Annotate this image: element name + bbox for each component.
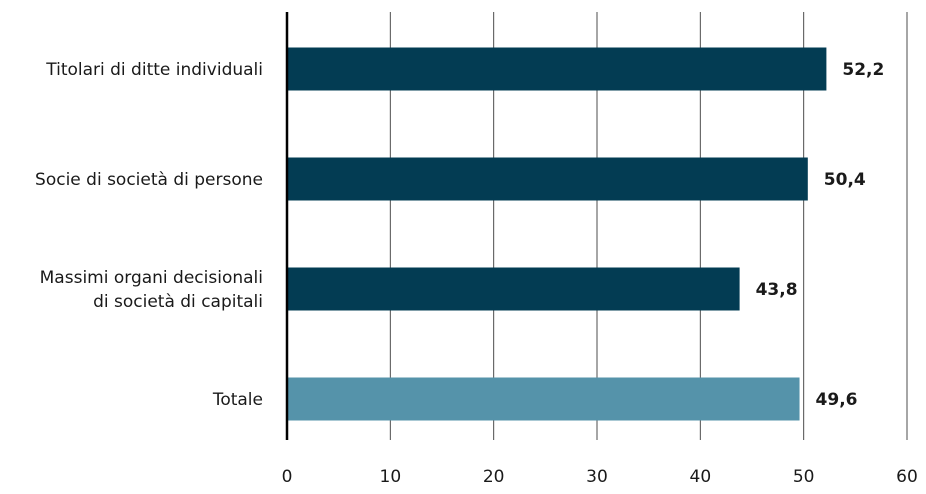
bar-3 [287, 377, 800, 421]
value-label-1: 50,4 [824, 170, 866, 190]
category-label-3: Totale [212, 390, 263, 410]
category-label-1: Socie di società di persone [35, 170, 263, 190]
category-labels: Titolari di ditte individuali Socie di so… [35, 60, 263, 410]
x-tick-label-10: 10 [380, 467, 402, 487]
value-label-0: 52,2 [842, 60, 884, 80]
bar-1 [287, 157, 808, 201]
value-label-2: 43,8 [756, 280, 798, 300]
category-label-2-line-1: di società di capitali [93, 292, 263, 312]
category-label-2-line-0: Massimi organi decisionali [40, 268, 263, 288]
x-tick-label-20: 20 [483, 467, 505, 487]
bars [287, 47, 827, 421]
x-tick-label-50: 50 [793, 467, 815, 487]
x-tick-label-60: 60 [896, 467, 918, 487]
x-tick-labels: 0 10 20 30 40 50 60 [282, 467, 918, 487]
bar-0 [287, 47, 827, 91]
x-tick-label-30: 30 [586, 467, 608, 487]
x-tick-label-40: 40 [690, 467, 712, 487]
value-label-3: 49,6 [816, 390, 858, 410]
category-label-0: Titolari di ditte individuali [45, 60, 263, 80]
bar-2 [287, 267, 740, 311]
x-tick-label-0: 0 [282, 467, 293, 487]
value-labels: 52,2 50,4 43,8 49,6 [756, 60, 885, 410]
